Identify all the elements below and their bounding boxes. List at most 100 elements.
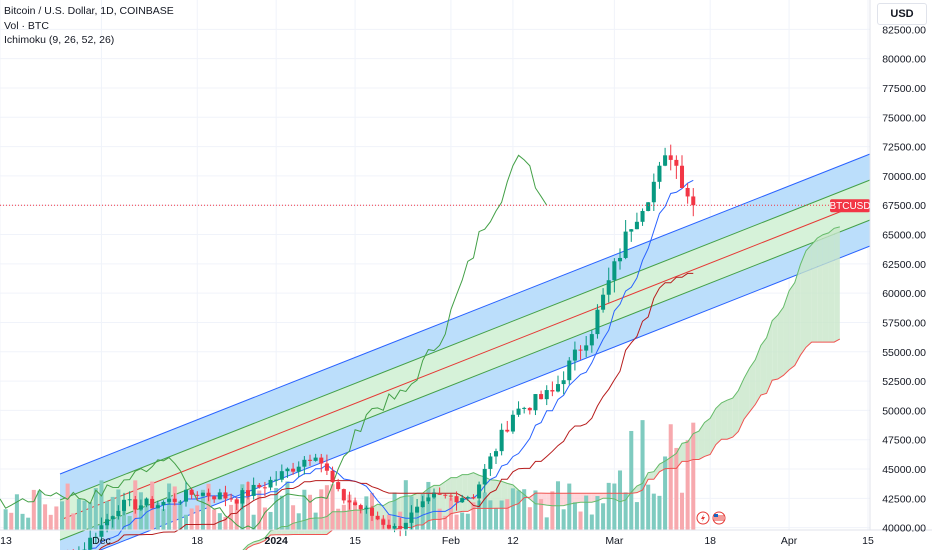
- cloud-segment: [744, 367, 750, 420]
- volume-bar: [324, 485, 329, 530]
- volume-bar: [65, 483, 70, 530]
- candle-body: [217, 492, 222, 500]
- candle-body: [584, 345, 589, 351]
- volume-bar: [550, 491, 555, 530]
- candle-body: [353, 502, 358, 506]
- volume-bar: [651, 493, 656, 530]
- volume-bar: [54, 506, 59, 530]
- volume-bar: [229, 504, 234, 530]
- candle-body: [262, 487, 267, 489]
- candle-body: [448, 495, 453, 497]
- volume-bar: [178, 502, 183, 530]
- volume-bar: [245, 482, 251, 530]
- candle-body: [138, 505, 143, 510]
- x-tick-label: Mar: [605, 535, 624, 547]
- candle-body: [674, 159, 679, 166]
- volume-bar: [212, 509, 217, 530]
- candle-body: [426, 497, 431, 502]
- candle-body: [567, 360, 572, 381]
- candle-body: [685, 187, 690, 197]
- volume-bar: [121, 501, 127, 530]
- candle-body: [420, 501, 425, 508]
- candle-body: [257, 484, 262, 488]
- candle-body: [443, 494, 448, 496]
- volume-bar: [443, 515, 448, 530]
- candle-body: [640, 210, 645, 222]
- volume-bar: [347, 494, 352, 530]
- cloud-segment: [698, 422, 705, 460]
- y-tick-label: 60000.00: [882, 288, 926, 300]
- candle-body: [279, 471, 284, 480]
- candle-body: [691, 196, 696, 206]
- candle-body: [251, 484, 256, 496]
- candle-body: [99, 525, 104, 537]
- volume-bar: [31, 489, 36, 530]
- candle-body: [572, 349, 577, 361]
- candle-body: [307, 459, 313, 461]
- candle-body: [324, 463, 329, 471]
- candle-body: [634, 221, 639, 230]
- volume-bar: [572, 502, 577, 530]
- candle-body: [195, 494, 200, 496]
- candle-body: [189, 489, 194, 495]
- lightning-icon-glyph: [701, 514, 705, 522]
- y-tick-label: 55000.00: [882, 347, 926, 359]
- candle-body: [178, 501, 183, 503]
- candle-body: [550, 390, 555, 392]
- candle-body: [522, 407, 527, 409]
- candle-body: [167, 498, 172, 502]
- volume-bar: [76, 499, 81, 530]
- volume-bar: [595, 496, 600, 530]
- y-tick-label: 62500.00: [882, 259, 926, 271]
- candle-body: [234, 499, 239, 504]
- y-tick-label: 45000.00: [882, 464, 926, 476]
- volume-bar: [657, 495, 662, 530]
- candle-body: [336, 482, 341, 490]
- channel-inner-lower: [59, 219, 871, 541]
- candle-body: [460, 498, 465, 503]
- candle-body: [116, 510, 121, 517]
- candle-body: [386, 524, 391, 529]
- candle-body: [657, 165, 662, 182]
- volume-bar: [663, 456, 668, 530]
- volume-bar: [257, 490, 262, 530]
- x-tick-label: 15: [862, 535, 874, 547]
- volume-bar: [172, 486, 177, 530]
- candle-body: [183, 489, 189, 502]
- channel-inner-upper: [59, 179, 871, 501]
- senkou-span-b: [245, 338, 841, 550]
- cloud-segment: [721, 400, 728, 440]
- volume-bar: [279, 495, 284, 530]
- volume-bar: [302, 489, 307, 530]
- candle-body: [364, 507, 369, 510]
- x-tick-label: 13: [0, 535, 12, 547]
- candle-body: [347, 500, 352, 503]
- volume-bar: [341, 504, 346, 530]
- candle-body: [105, 519, 110, 526]
- candle-body: [465, 497, 470, 499]
- volume-bar: [674, 447, 679, 530]
- candle-body: [229, 498, 234, 500]
- cloud-segment: [710, 408, 716, 455]
- volume-bar: [454, 514, 459, 530]
- x-tick-label: 12: [507, 535, 519, 547]
- candle-body: [144, 498, 149, 506]
- y-tick-label: 77500.00: [882, 83, 926, 95]
- volume-bar: [516, 490, 521, 530]
- volume-bar: [527, 507, 532, 530]
- candle-body: [544, 390, 549, 400]
- volume-bar: [623, 492, 628, 530]
- volume-bar: [234, 499, 239, 530]
- candle-body: [499, 429, 504, 452]
- y-tick-label: 70000.00: [882, 171, 926, 183]
- candle-body: [121, 499, 127, 511]
- volume-bar: [223, 516, 228, 530]
- currency-button[interactable]: USD: [877, 3, 927, 25]
- volume-bar: [612, 483, 617, 530]
- cloud-segment: [253, 540, 260, 545]
- volume-bar: [606, 482, 611, 530]
- cloud-segment: [766, 320, 773, 394]
- candle-body: [127, 499, 132, 501]
